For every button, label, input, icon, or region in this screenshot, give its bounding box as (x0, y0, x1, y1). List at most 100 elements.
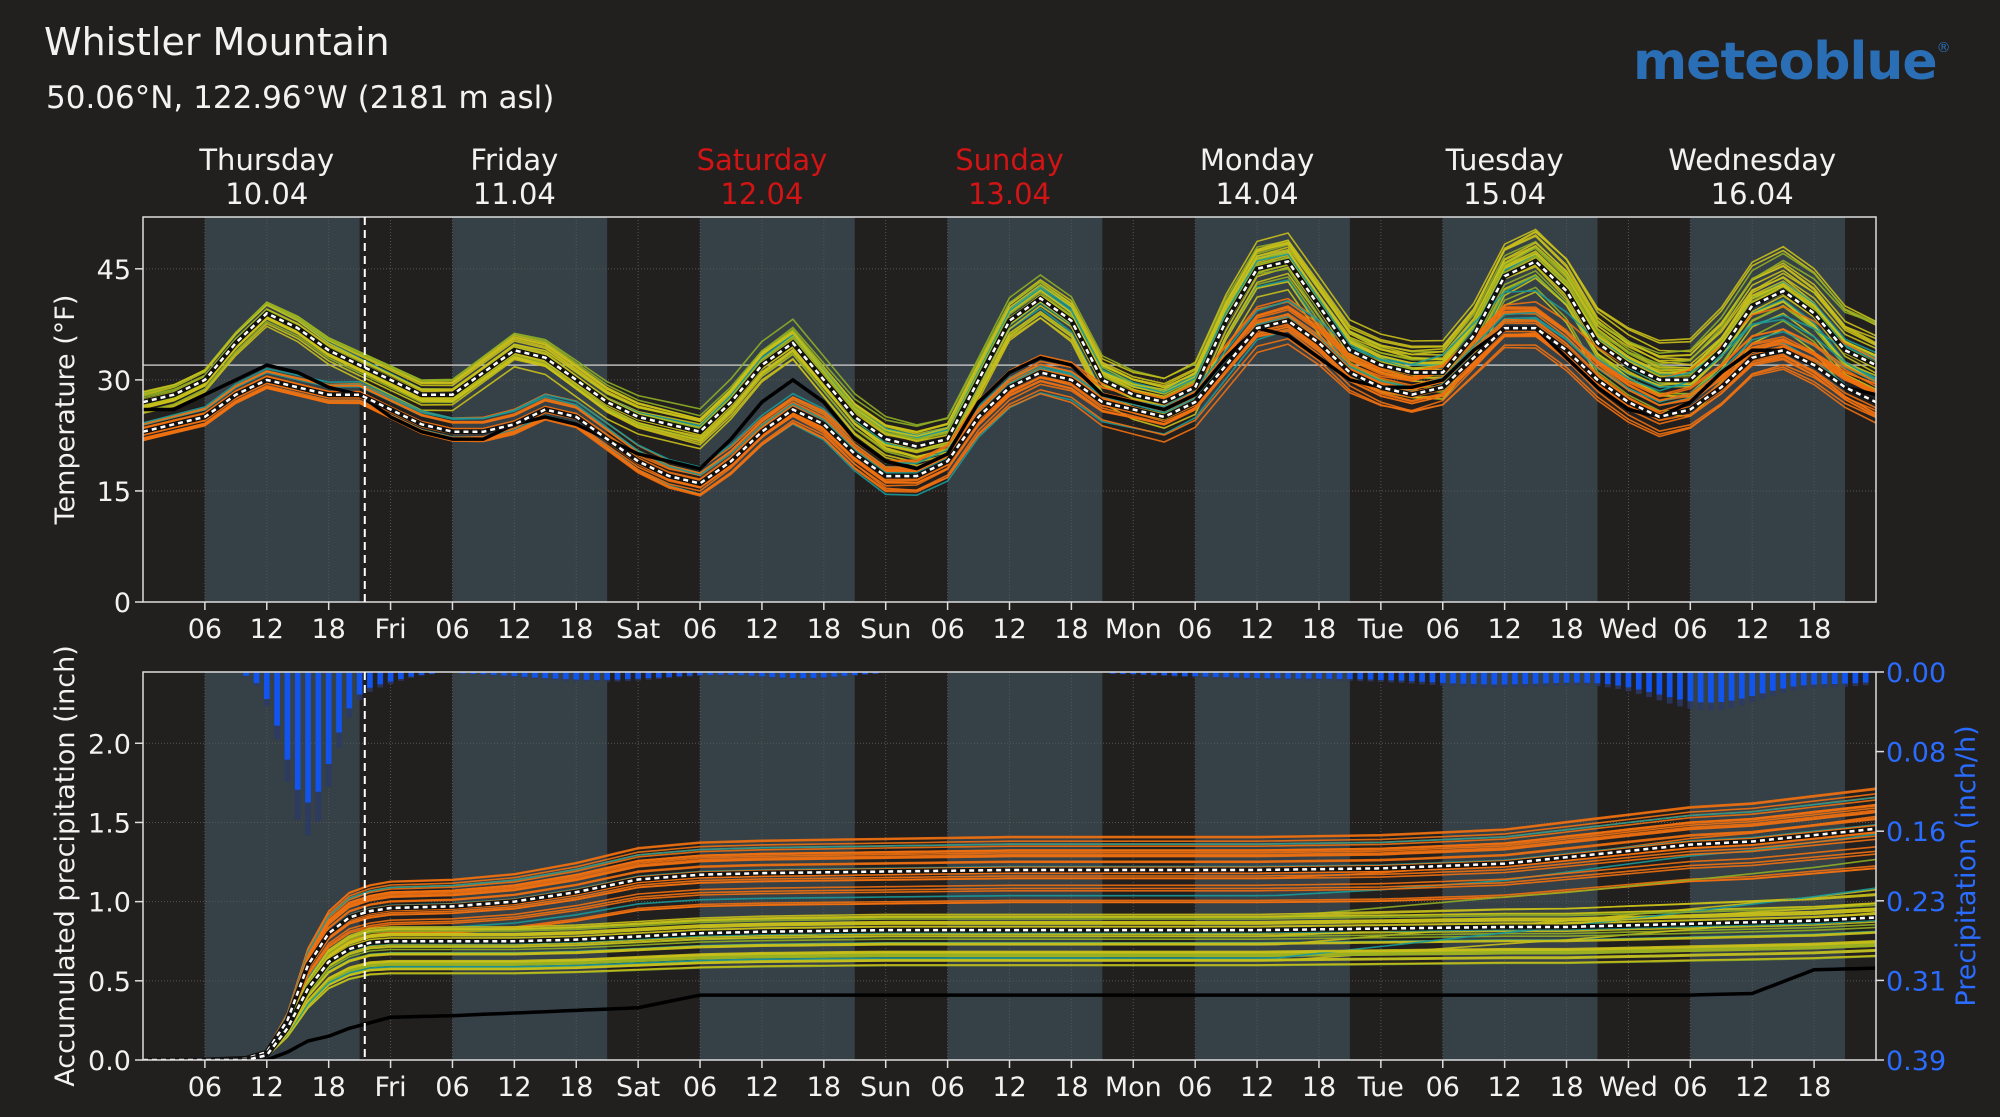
precip-hourly-bar (284, 672, 291, 760)
precip-hourly-spread (501, 675, 507, 677)
temp-x-tick-label: 12 (745, 614, 779, 645)
precip-hourly-bar (759, 672, 765, 677)
precip-y2-tick-label: 0.00 (1886, 658, 1946, 689)
precip-hourly-spread (1501, 684, 1508, 688)
precip-panel-frame (142, 671, 1877, 1061)
temp-y-tick-label: 45 (97, 255, 131, 286)
temp-ensemble-group (143, 228, 1876, 497)
precip-ensemble-member (143, 932, 1876, 1060)
precip-hourly-spread (1264, 678, 1271, 680)
precip-hourly-bar (1718, 672, 1725, 703)
precip-hourly-bar (1171, 672, 1178, 676)
precip-hourly-spread (377, 684, 384, 688)
precip-hourly-bar (872, 672, 879, 674)
precip-hourly-bar (1708, 672, 1714, 703)
precip-hourly-bar (1749, 672, 1756, 697)
precip-hourly-spread (1316, 678, 1322, 681)
temp-x-tick-label: 18 (1549, 614, 1583, 645)
precip-hourly-bar (1120, 672, 1126, 674)
precip-hourly-spread (1821, 684, 1828, 688)
precip-hourly-spread (1687, 701, 1694, 709)
precip-hourly-bar (1574, 672, 1580, 683)
precip-hourly-spread (1532, 683, 1539, 687)
precip-hourly-bar (862, 672, 868, 675)
precip-hourly-bar (542, 672, 549, 679)
precip-hourly-spread (1842, 683, 1848, 687)
precip-hourly-bar (1780, 672, 1786, 689)
precip-hourly-spread (294, 789, 301, 820)
precip-x-tick-label: 06 (188, 1072, 222, 1103)
precip-hourly-bar (676, 672, 683, 677)
precip-hourly-spread (707, 675, 714, 676)
temp-x-tick-label: 18 (311, 614, 345, 645)
precip-x-tick-label: 12 (745, 1072, 779, 1103)
meteoblue-logo[interactable]: meteoblue® (1633, 32, 1951, 92)
precip-hourly-spread (346, 708, 353, 718)
precip-hourly-spread (356, 694, 363, 701)
temp-ensemble-member (143, 241, 1876, 434)
date-label: 14.04 (1216, 177, 1299, 211)
precip-hourly-bar (490, 672, 497, 675)
precip-hourly-spread (583, 679, 590, 682)
precip-hourly-spread (1512, 684, 1518, 688)
precip-hourly-bar (336, 672, 342, 733)
precip-hourly-bar (1532, 672, 1539, 684)
precip-hourly-bar (1264, 672, 1271, 679)
precip-ensemble-member (143, 835, 1876, 1060)
precip-hourly-spread (325, 763, 332, 787)
precip-hourly-spread (1470, 684, 1477, 688)
precip-hourly-bar (1821, 672, 1828, 685)
temp-y-tick-label: 30 (97, 366, 131, 397)
precip-hourly-bar (1450, 672, 1456, 684)
precip-hourly-bar (666, 672, 672, 677)
precip-hourly-bar (1646, 672, 1652, 693)
precip-ensemble-member (143, 950, 1876, 1060)
precip-hourly-bar (1512, 672, 1518, 685)
precip-hourly-spread (604, 679, 611, 682)
temp-x-tick-label: 12 (497, 614, 531, 645)
precip-hourly-bar (779, 672, 786, 678)
precip-hourly-bar (1192, 672, 1199, 677)
precip-hourly-spread (243, 675, 249, 677)
precip-hourly-spread (1378, 679, 1384, 682)
precip-hourly-spread (717, 674, 724, 676)
temp-x-tick-label: Fri (374, 614, 406, 645)
precip-hourly-spread (800, 678, 807, 680)
precip-hourly-bar (1563, 672, 1570, 683)
precip-hourly-spread (645, 678, 652, 680)
temp-ensemble-member (143, 337, 1876, 497)
precip-hourly-bar (418, 672, 425, 675)
precip-hourly-bar (263, 672, 270, 700)
temp-x-tick-label: 06 (435, 614, 469, 645)
temp-x-tick-label: 18 (1302, 614, 1336, 645)
precip-hourly-spread (521, 676, 528, 679)
precip-hourly-bar (305, 672, 311, 803)
precip-hourly-spread (1223, 677, 1229, 679)
precip-hourly-bar (1212, 672, 1219, 678)
precip-hourly-spread (284, 759, 291, 782)
precip-hourly-spread (552, 678, 559, 681)
precip-hourly-bar (387, 672, 394, 682)
temp-x-tick-label: 12 (1735, 614, 1769, 645)
precip-hourly-bar (1460, 672, 1467, 684)
precip-hourly-spread (1615, 685, 1621, 689)
precip-hourly-spread (1285, 678, 1291, 681)
precip-hourly-spread (336, 732, 342, 748)
precip-hourly-bar (738, 672, 745, 676)
precip-hourly-bar (1604, 672, 1611, 685)
precip-hourly-bar (274, 672, 280, 726)
precip-hourly-bar (1388, 672, 1395, 681)
precip-hourly-bar (356, 672, 363, 695)
precip-hourly-spread (1347, 679, 1353, 681)
precip-hourly-spread (779, 677, 786, 680)
precip-hourly-spread (1491, 684, 1498, 688)
precip-hourly-bar (1130, 672, 1137, 675)
precip-hourly-bar (614, 672, 621, 680)
temp-x-tick-label: 06 (188, 614, 222, 645)
precip-hourly-bar (790, 672, 796, 679)
precip-hourly-bar (1770, 672, 1776, 691)
page-title: Whistler Mountain (44, 20, 390, 64)
precip-y2-tick-label: 0.08 (1886, 738, 1946, 769)
precip-hourly-bar (398, 672, 404, 680)
